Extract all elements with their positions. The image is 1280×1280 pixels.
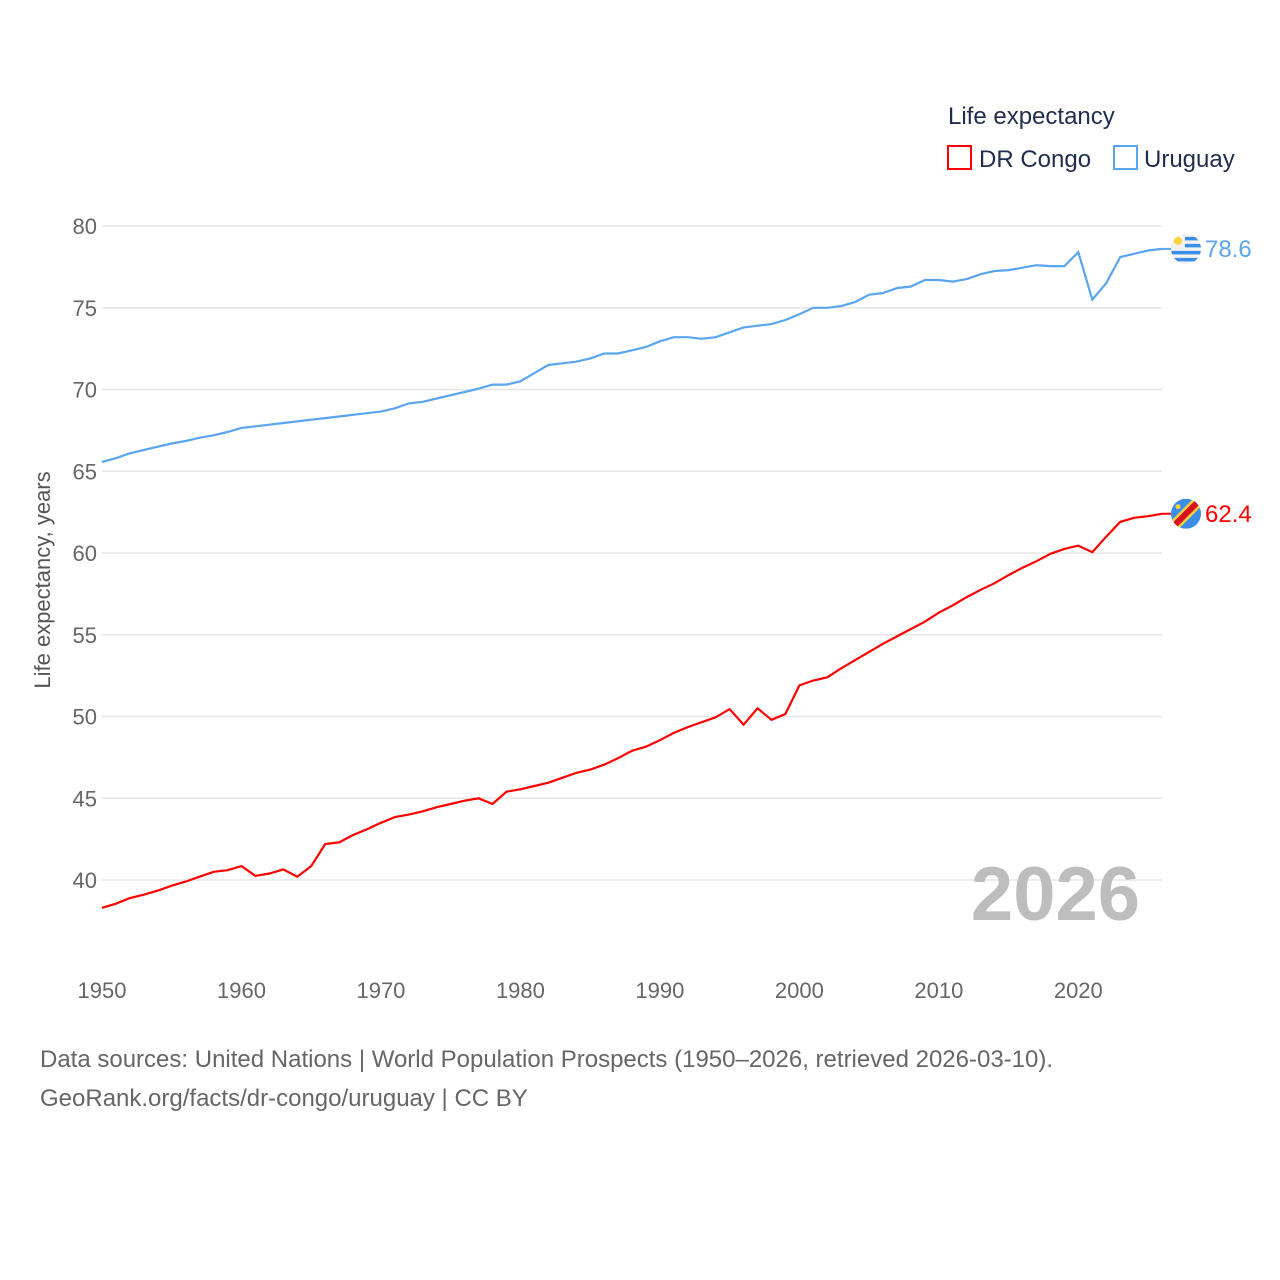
legend-item-dr-congo[interactable]: DR Congo bbox=[947, 145, 1091, 173]
y-tick-label: 80 bbox=[73, 214, 97, 239]
y-tick-label: 70 bbox=[73, 378, 97, 403]
end-value-label: 78.6 bbox=[1205, 236, 1252, 263]
x-tick-label: 2020 bbox=[1054, 978, 1103, 1003]
legend-label: DR Congo bbox=[979, 146, 1091, 173]
source-note: Data sources: United Nations | World Pop… bbox=[40, 1046, 1054, 1073]
y-axis-label: Life expectancy, years bbox=[30, 471, 55, 688]
source-link[interactable]: GeoRank.org/facts/dr-congo/uruguay | CC … bbox=[40, 1085, 528, 1112]
y-tick-label: 75 bbox=[73, 296, 97, 321]
legend-swatch-uruguay bbox=[1113, 145, 1138, 170]
legend-label: Uruguay bbox=[1144, 146, 1235, 173]
x-tick-label: 2010 bbox=[914, 978, 963, 1003]
uruguay-flag-icon bbox=[1171, 233, 1201, 264]
end-value-label: 62.4 bbox=[1205, 501, 1252, 528]
x-tick-label: 1990 bbox=[635, 978, 684, 1003]
x-tick-label: 1960 bbox=[217, 978, 266, 1003]
year-watermark: 2026 bbox=[971, 852, 1140, 937]
legend-title: Life expectancy bbox=[948, 103, 1115, 130]
series-line-uruguay bbox=[101, 247, 1163, 463]
x-tick-label: 1970 bbox=[356, 978, 405, 1003]
y-tick-label: 55 bbox=[73, 623, 97, 648]
y-tick-label: 60 bbox=[73, 541, 97, 566]
dr-congo-flag-icon bbox=[1171, 498, 1201, 529]
y-tick-label: 65 bbox=[73, 459, 97, 484]
y-tick-label: 45 bbox=[73, 786, 97, 811]
x-tick-label: 2000 bbox=[775, 978, 824, 1003]
legend-item-uruguay[interactable]: Uruguay bbox=[1113, 145, 1235, 173]
y-tick-label: 50 bbox=[73, 705, 97, 730]
legend-swatch-dr-congo bbox=[947, 145, 972, 170]
x-tick-label: 1980 bbox=[496, 978, 545, 1003]
x-tick-label: 1950 bbox=[78, 978, 127, 1003]
y-tick-label: 40 bbox=[73, 868, 97, 893]
series-line-dr-congo bbox=[101, 512, 1163, 909]
